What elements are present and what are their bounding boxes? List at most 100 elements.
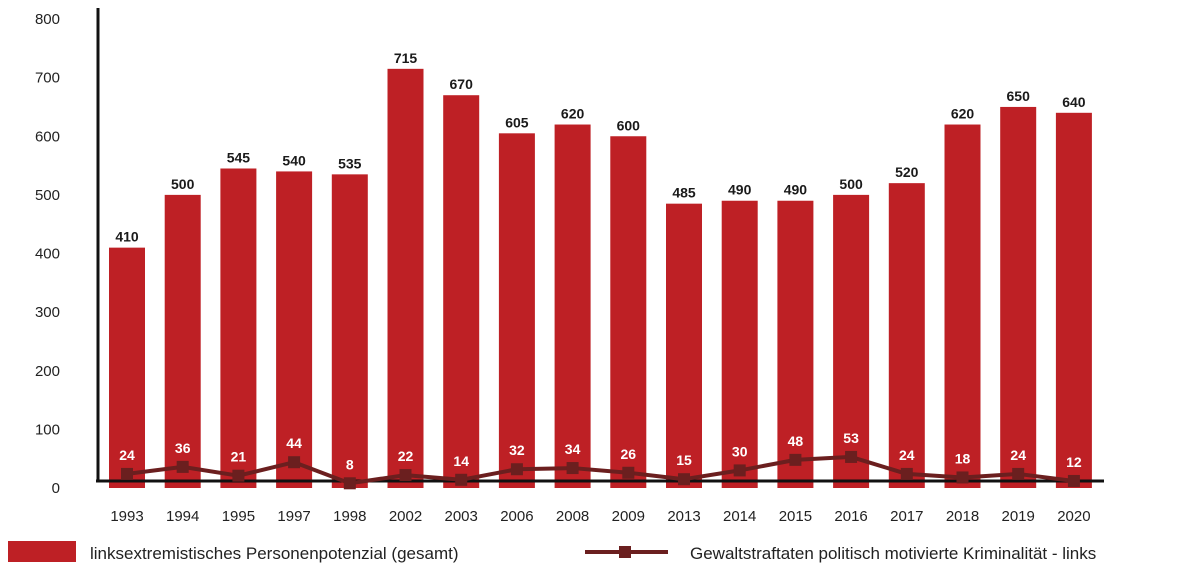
line-point (622, 466, 635, 479)
y-tick-label: 500 (35, 187, 60, 204)
bar (610, 136, 647, 488)
x-tick-label: 1998 (333, 508, 366, 525)
x-tick-label: 2020 (1057, 508, 1090, 525)
y-tick-label: 600 (35, 128, 60, 145)
bar (220, 168, 257, 488)
bar (1000, 106, 1037, 488)
x-axis-ticks: 1993 1994 1995 1997 1998 2002 2003 2006 2008 2009… (110, 508, 1090, 525)
bar (833, 194, 870, 488)
line-value-label: 8 (346, 456, 354, 472)
line-point (288, 456, 301, 469)
bar-value-label: 600 (617, 117, 641, 133)
y-axis-ticks: 0 100 200 300 400 500 600 700 800 (35, 11, 60, 497)
line-point (176, 460, 189, 473)
y-tick-label: 700 (35, 70, 60, 87)
line-point (956, 471, 969, 484)
x-tick-label: 2013 (667, 508, 700, 525)
x-tick-label: 2016 (834, 508, 867, 525)
bar-value-label: 620 (561, 106, 585, 122)
bar (164, 194, 201, 488)
bar (331, 174, 368, 488)
line-point (566, 462, 579, 475)
line-point (343, 477, 356, 490)
line-value-label: 22 (398, 448, 414, 464)
bar-value-label: 540 (282, 152, 306, 168)
line-point (845, 450, 858, 463)
line-value-label: 30 (732, 443, 748, 459)
line-value-label: 48 (788, 433, 804, 449)
bar (443, 95, 480, 489)
bar-value-label: 605 (505, 114, 529, 130)
bar-value-label: 410 (115, 229, 139, 245)
x-tick-label: 1994 (166, 508, 199, 525)
bar (109, 247, 145, 488)
x-tick-label: 2009 (612, 508, 645, 525)
line-point (678, 473, 690, 486)
x-tick-label: 2017 (890, 508, 923, 525)
legend-swatch-bar (8, 541, 76, 562)
bar-value-label: 485 (672, 185, 696, 201)
line-point (232, 469, 245, 482)
bar-value-label: 545 (227, 149, 251, 165)
line-value-label: 24 (1010, 447, 1026, 463)
bar-value-label: 640 (1062, 94, 1086, 110)
y-tick-label: 0 (52, 480, 60, 497)
x-tick-label: 2008 (556, 508, 589, 525)
bar-value-label: 535 (338, 155, 362, 171)
line-value-label: 24 (899, 447, 915, 463)
legend-label-bar: linksextremistisches Personenpotenzial (… (90, 544, 459, 563)
line-point (121, 467, 133, 480)
line-point (900, 467, 913, 480)
y-tick-label: 100 (35, 421, 60, 438)
line-value-label: 14 (453, 453, 469, 469)
line-value-label: 21 (231, 449, 247, 465)
bar (721, 200, 758, 489)
line-point (733, 464, 746, 477)
line-value-label: 26 (621, 446, 637, 462)
y-tick-label: 200 (35, 363, 60, 380)
line-point (399, 469, 412, 482)
x-tick-label: 2014 (723, 508, 756, 525)
line-point (510, 463, 523, 476)
bar-data-labels: 410 500 545 540 535 715 670 605 620 600 485 490 490 5… (115, 50, 1085, 245)
legend-swatch-marker (619, 546, 631, 558)
bar-value-label: 520 (895, 164, 919, 180)
line-value-label: 24 (119, 447, 135, 463)
line-value-label: 18 (955, 450, 971, 466)
bar-value-label: 490 (728, 182, 752, 198)
bar (1055, 112, 1092, 489)
x-tick-label: 1993 (110, 508, 143, 525)
x-tick-label: 2002 (389, 508, 422, 525)
bar-value-label: 620 (951, 106, 975, 122)
bar-value-label: 650 (1007, 88, 1031, 104)
bar (888, 183, 925, 488)
y-tick-label: 300 (35, 304, 60, 321)
x-tick-label: 2015 (779, 508, 812, 525)
line-value-label: 44 (286, 435, 302, 451)
line-value-label: 36 (175, 440, 191, 456)
bar-value-label: 715 (394, 50, 418, 66)
line-point (1012, 467, 1025, 480)
x-tick-label: 1995 (222, 508, 255, 525)
bar-value-label: 500 (171, 176, 195, 192)
bar (666, 203, 702, 488)
line-value-label: 53 (843, 430, 859, 446)
bar-value-label: 500 (839, 176, 863, 192)
line-point (455, 473, 468, 486)
bar (276, 171, 313, 489)
bar (554, 124, 591, 489)
bar (387, 68, 424, 489)
bar-value-label: 490 (784, 182, 808, 198)
x-tick-label: 2018 (946, 508, 979, 525)
bar (944, 124, 981, 489)
legend-label-line: Gewaltstraftaten politisch motivierte Kr… (690, 544, 1096, 563)
line-series (121, 450, 1080, 490)
line-point (1067, 474, 1080, 487)
line-value-label: 32 (509, 442, 525, 458)
x-tick-label: 2006 (500, 508, 533, 525)
x-tick-label: 2003 (445, 508, 478, 525)
x-tick-label: 1997 (277, 508, 310, 525)
line-data-labels: 24 36 21 44 8 22 14 32 34 26 15 30 48 53 24 18 24 12 (119, 430, 1082, 472)
